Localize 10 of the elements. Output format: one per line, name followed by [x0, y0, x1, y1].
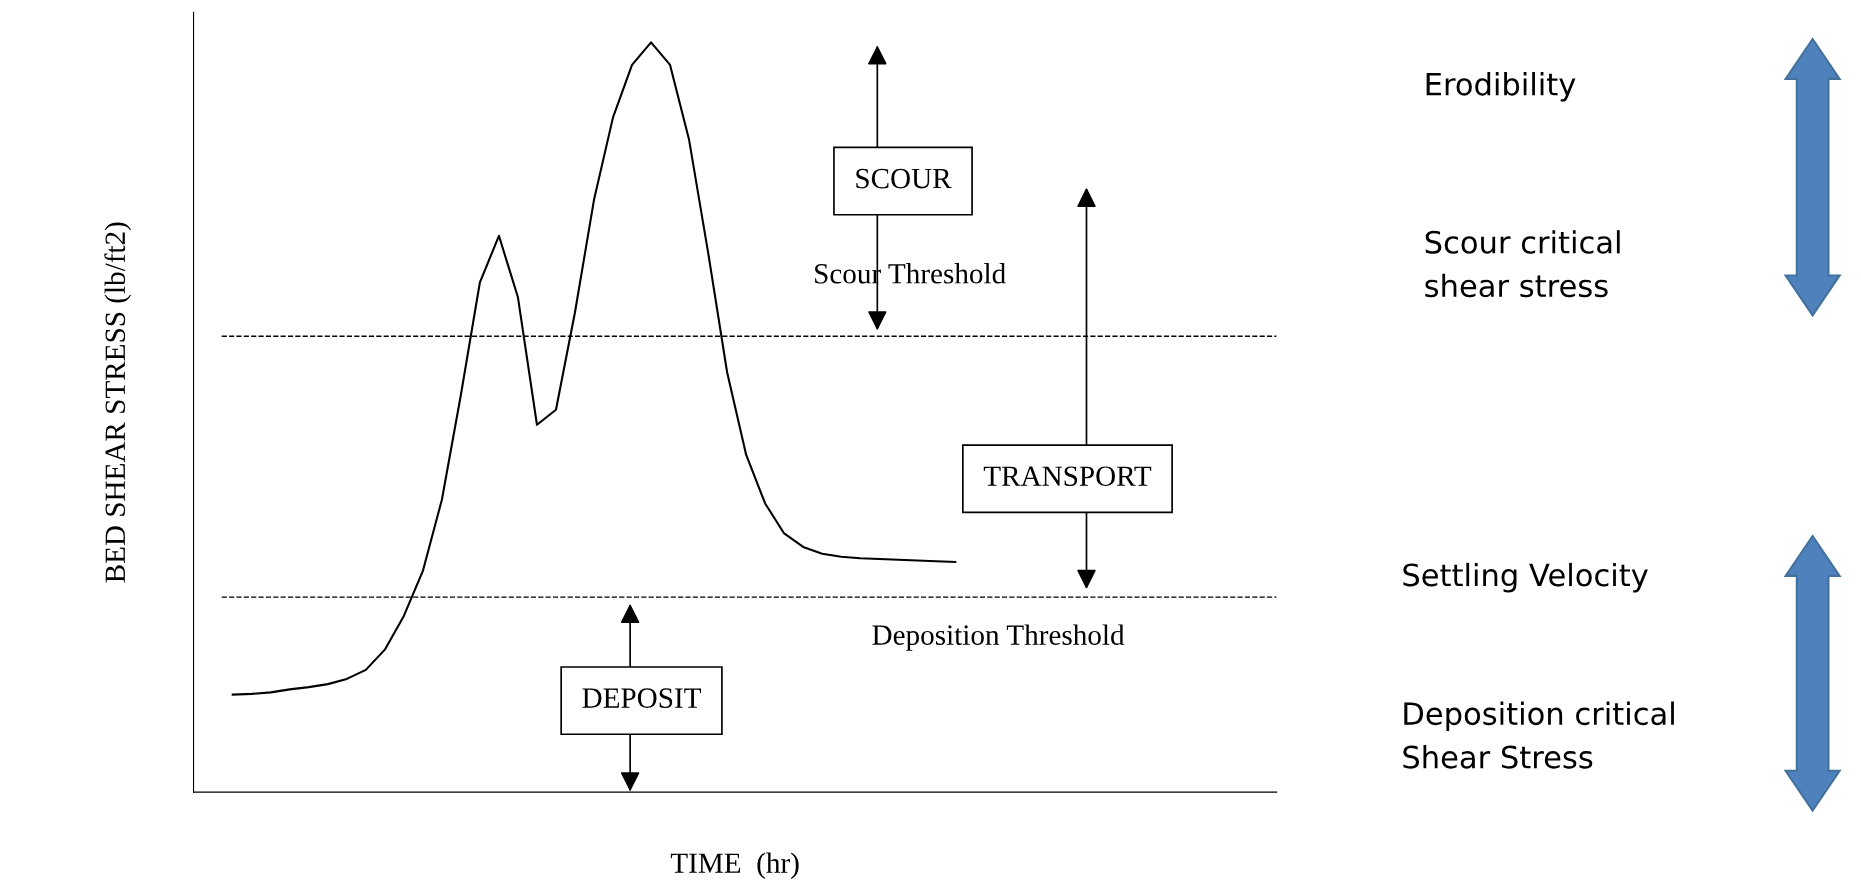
annotation: SCOUR [856, 168, 952, 189]
ref-line-label: Deposition Threshold [872, 624, 1125, 651]
text: Erodibility [1426, 72, 1576, 102]
y-axis-title: BED SHEAR STRESS (lb/ft2) [104, 222, 132, 583]
text: Deposition critical Shear Stress [1403, 701, 1674, 769]
annotation: DEPOSIT [582, 688, 702, 708]
text: Settling Velocity [1403, 562, 1648, 593]
x-axis-title: TIME (hr) [670, 852, 799, 879]
text: TRANSPORT [983, 466, 1152, 487]
text: Scour critical shear stress [1425, 230, 1620, 298]
